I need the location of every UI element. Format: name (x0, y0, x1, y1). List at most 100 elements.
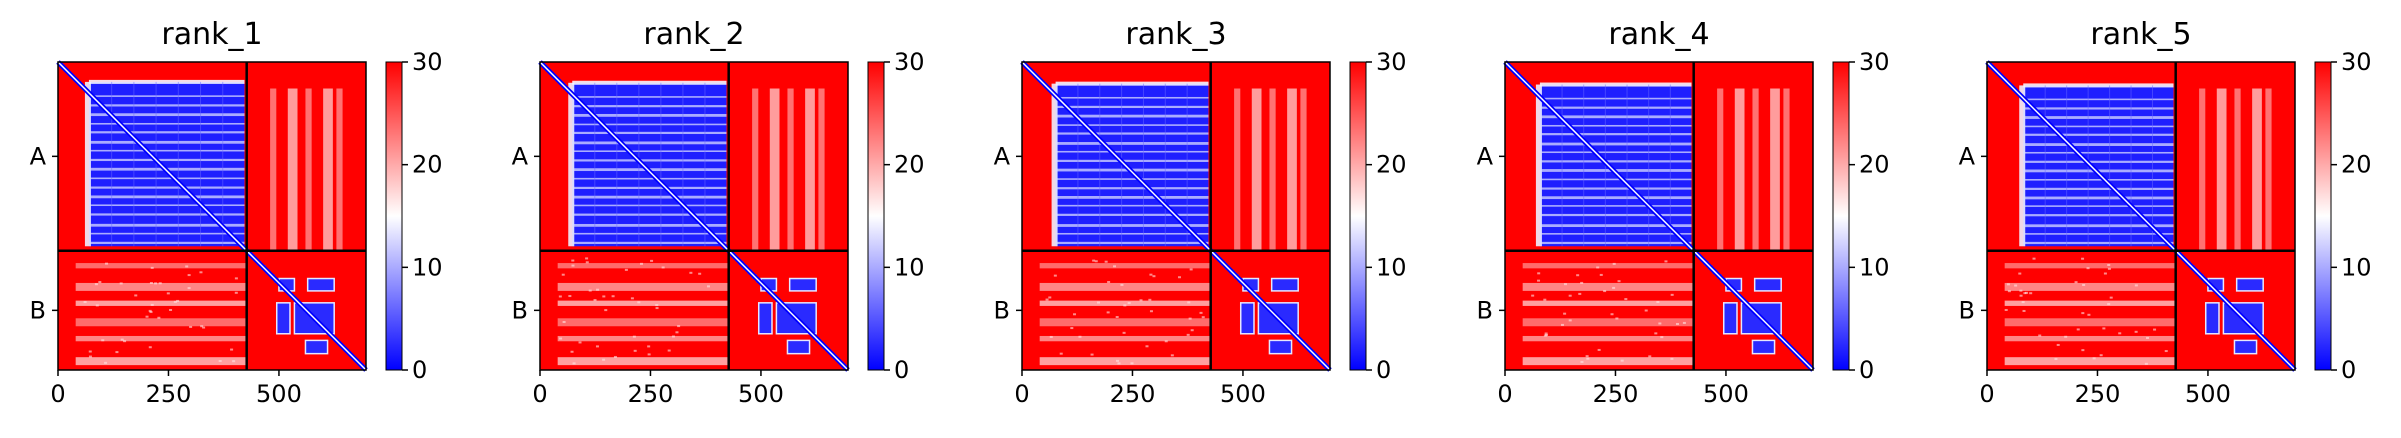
inter-chain-band (2252, 88, 2262, 251)
texture-dot (1094, 260, 1098, 263)
texture-dot (1537, 272, 1541, 275)
contact-stripe (1539, 106, 1692, 109)
texture-dot (585, 257, 589, 260)
chain-a-contact-block (572, 82, 727, 247)
texture-dot (1097, 301, 1101, 304)
texture-dot (559, 337, 563, 340)
inter-chain-band (1522, 335, 1694, 342)
heatmap-panel-2: rank_2 A B 0 250 500 0 10 20 30 (512, 17, 925, 408)
texture-dot (585, 261, 589, 264)
texture-dot (2022, 309, 2026, 312)
chain-a-edge (1535, 84, 1542, 247)
contact-stripe (1055, 232, 1209, 235)
texture-dot (2103, 272, 2107, 275)
y-tick-label: B (1959, 296, 1975, 324)
heatmap-panel-3: rank_3 A B 0 250 500 0 10 20 30 (994, 17, 1407, 408)
inter-chain-band (323, 88, 333, 251)
texture-dot (154, 282, 158, 285)
texture-dot (1545, 334, 1549, 337)
inter-chain-band (1522, 263, 1694, 269)
texture-dot (639, 262, 643, 265)
texture-dot (1617, 280, 1621, 283)
contact-stripe (682, 82, 684, 247)
contact-stripe (1186, 83, 1188, 247)
colorbar (1832, 61, 1850, 371)
contact-stripe (572, 213, 727, 216)
contact-stripe (2023, 241, 2174, 245)
texture-dot (1189, 268, 1193, 271)
contact-stripe (1539, 142, 1692, 146)
inter-chain-band (805, 88, 815, 251)
texture-dot (1544, 332, 1548, 335)
texture-dot (1048, 296, 1052, 299)
texture-dot (2021, 301, 2025, 304)
contact-stripe (2152, 85, 2154, 247)
contact-stripe (177, 81, 179, 247)
colorbar-tick-label: 0 (1859, 356, 1874, 384)
inter-chain-band (2004, 282, 2176, 291)
texture-dot (588, 289, 592, 292)
contact-stripe (1669, 84, 1671, 247)
inter-chain-band (557, 263, 729, 269)
diagonal-line (1504, 61, 1814, 371)
contact-stripe (88, 195, 245, 199)
texture-dot (1603, 290, 1607, 293)
colorbar (2314, 61, 2332, 371)
x-tick-label: 250 (146, 380, 192, 408)
texture-dot (1560, 323, 1564, 326)
inter-chain-band (1039, 300, 1211, 306)
inter-chain-band (818, 88, 825, 251)
texture-dot (1563, 312, 1567, 315)
inter-chain-band (2216, 88, 2227, 251)
texture-dot (2081, 312, 2085, 315)
contact-stripe (2109, 85, 2111, 247)
contact-stripe (88, 204, 245, 207)
texture-dot (2064, 335, 2068, 338)
diagonal-line (1986, 61, 2296, 371)
contact-stripe (88, 95, 245, 97)
x-tick-label: 0 (1979, 380, 1994, 408)
contact-stripe (572, 131, 727, 135)
chain-a-contact-block (2023, 85, 2174, 247)
colorbar-tick-label: 20 (412, 151, 443, 179)
contact-stripe (88, 186, 245, 189)
texture-dot (218, 360, 222, 363)
inter-chain-band (336, 88, 343, 251)
texture-dot (1149, 273, 1153, 276)
contact-stripe (638, 82, 640, 247)
inter-chain-band (1039, 263, 1211, 269)
texture-dot (1149, 310, 1153, 313)
colorbar (867, 61, 885, 371)
texture-dot (1648, 355, 1652, 358)
contact-stripe (111, 81, 113, 247)
colorbar-tick-label: 20 (1859, 151, 1890, 179)
contact-stripe (88, 149, 245, 152)
texture-dot (571, 264, 575, 267)
chain-b-contact-patch (1722, 302, 1738, 335)
texture-dot (166, 292, 170, 295)
chain-a-edge (1051, 83, 1058, 247)
texture-dot (2081, 349, 2085, 352)
contact-stripe (616, 82, 618, 247)
texture-dot (1078, 335, 1082, 338)
texture-dot (2019, 294, 2023, 297)
chain-a-edge (2023, 83, 2174, 88)
inter-chain-band (1039, 318, 1211, 327)
contact-stripe (1539, 233, 1692, 235)
texture-dot (2107, 303, 2111, 306)
contact-stripe (88, 122, 245, 125)
texture-dot (689, 271, 693, 274)
contact-stripe (1055, 114, 1209, 118)
texture-dot (1620, 359, 1624, 362)
texture-dot (1049, 335, 1053, 338)
texture-dot (1107, 280, 1111, 283)
texture-dot (2134, 330, 2138, 333)
colorbar (1349, 61, 1367, 371)
texture-dot (698, 272, 702, 275)
colorbar-tick-label: 30 (1376, 48, 1407, 76)
contact-stripe (2023, 160, 2174, 163)
texture-dot (558, 295, 562, 298)
texture-dot (2082, 283, 2086, 286)
texture-dot (1568, 319, 1572, 322)
colorbar-tick-label: 20 (2341, 151, 2372, 179)
